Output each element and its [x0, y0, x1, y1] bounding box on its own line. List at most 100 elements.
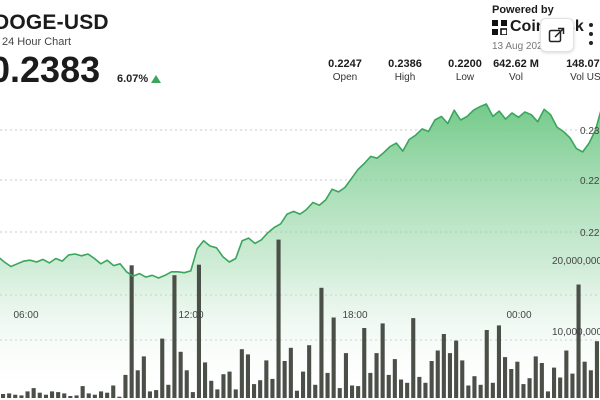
volume-bar	[307, 345, 312, 398]
volume-bar	[227, 371, 232, 398]
volume-bar	[252, 384, 257, 398]
volume-bar	[7, 393, 12, 398]
volume-bar	[558, 377, 563, 398]
volume-bar	[190, 392, 195, 398]
volume-bar	[399, 379, 404, 398]
stat-open-label: Open	[332, 72, 358, 83]
volume-bar	[539, 363, 544, 398]
volume-bar	[582, 361, 587, 398]
more-options-button[interactable]	[580, 20, 600, 48]
chart-subtitle: 24 Hour Chart	[2, 36, 72, 48]
volume-bar	[405, 382, 410, 398]
volume-tick-label: 20,000,000	[552, 256, 600, 267]
volume-bar	[362, 328, 367, 398]
volume-bar	[478, 384, 483, 398]
volume-bar	[411, 318, 416, 398]
volume-bar	[460, 360, 465, 398]
volume-bar	[105, 392, 110, 398]
more-dot-icon	[589, 23, 593, 27]
volume-bar	[99, 391, 104, 398]
volume-bar	[62, 393, 67, 398]
stat-high-value: 0.2386	[388, 58, 422, 70]
volume-bar	[184, 370, 189, 398]
share-button[interactable]	[540, 18, 574, 52]
volume-bar	[484, 330, 489, 398]
volume-bar	[147, 391, 152, 398]
price-tick-label: 0.23	[580, 126, 600, 137]
volume-bar	[25, 391, 30, 398]
volume-bar	[258, 380, 263, 398]
volume-bar	[288, 347, 293, 398]
time-tick-label: 18:00	[342, 310, 367, 321]
volume-bar	[576, 284, 581, 398]
volume-bar	[37, 392, 42, 398]
price-tick-label: 0.22	[580, 228, 600, 239]
volume-bar	[319, 287, 324, 398]
triangle-up-icon	[151, 75, 161, 83]
volume-bar	[233, 389, 238, 398]
volume-bar	[68, 396, 73, 398]
stat-low: 0.2200 Low	[435, 58, 495, 85]
volume-bar	[19, 395, 24, 398]
volume-bar	[117, 396, 122, 398]
volume-bar	[92, 394, 97, 398]
volume-bar	[392, 359, 397, 398]
volume-bar	[31, 388, 36, 398]
volume-bars	[1, 239, 599, 398]
volume-bar	[435, 350, 440, 398]
volume-bar	[417, 376, 422, 398]
price-area	[0, 104, 600, 400]
volume-bar	[386, 374, 391, 398]
volume-bar	[1, 394, 6, 398]
volume-bar	[350, 385, 355, 398]
volume-bar	[374, 353, 379, 398]
volume-bar	[129, 265, 134, 398]
volume-bar	[331, 317, 336, 398]
volume-tick-label: 10,000,000	[552, 327, 600, 338]
volume-bar	[209, 380, 214, 398]
volume-bar	[276, 239, 281, 398]
more-dot-icon	[589, 32, 593, 36]
volume-bar	[172, 275, 177, 398]
volume-bar	[545, 391, 550, 398]
volume-bar	[203, 362, 208, 398]
volume-bar	[282, 361, 287, 398]
share-icon	[548, 27, 565, 43]
volume-bar	[503, 357, 508, 398]
volume-bar	[472, 376, 477, 398]
volume-bar	[588, 370, 593, 398]
time-tick-label: 00:00	[506, 310, 531, 321]
stat-vol-label: Vol	[509, 72, 523, 83]
stat-low-value: 0.2200	[448, 58, 482, 70]
volume-bar	[154, 390, 159, 398]
page-title: DOGE-USD	[0, 11, 109, 34]
price-tick-label: 0.22	[580, 176, 600, 187]
current-price: 0.2383	[0, 49, 101, 90]
stat-open: 0.2247 Open	[315, 58, 375, 85]
axis-labels: 0.23 0.22 0.22 20,000,000 10,000,000 06:00 12:…	[13, 126, 600, 338]
volume-bar	[466, 385, 471, 398]
volume-bar	[564, 350, 569, 398]
volume-bar	[496, 325, 501, 398]
volume-bar	[245, 354, 250, 398]
powered-by-label: Powered by	[492, 4, 554, 16]
volume-bar	[50, 391, 55, 398]
volume-bar	[239, 349, 244, 398]
stat-vol-usd-value: 148.07 M	[566, 58, 600, 70]
volume-bar	[178, 351, 183, 398]
stat-high: 0.2386 High	[375, 58, 435, 85]
volume-bar	[43, 394, 48, 398]
stat-vol: 642.62 M Vol	[483, 58, 549, 85]
volume-bar	[337, 388, 342, 398]
volume-bar	[509, 369, 514, 398]
coindesk-logo-icon	[492, 20, 507, 35]
volume-bar	[301, 371, 306, 398]
stat-vol-usd-label: Vol USD	[570, 72, 600, 83]
volume-bar	[294, 390, 299, 398]
volume-bar	[380, 323, 385, 398]
volume-bar	[196, 264, 201, 398]
volume-bar	[356, 386, 361, 398]
volume-bar	[221, 374, 226, 398]
volume-bar	[264, 360, 269, 398]
